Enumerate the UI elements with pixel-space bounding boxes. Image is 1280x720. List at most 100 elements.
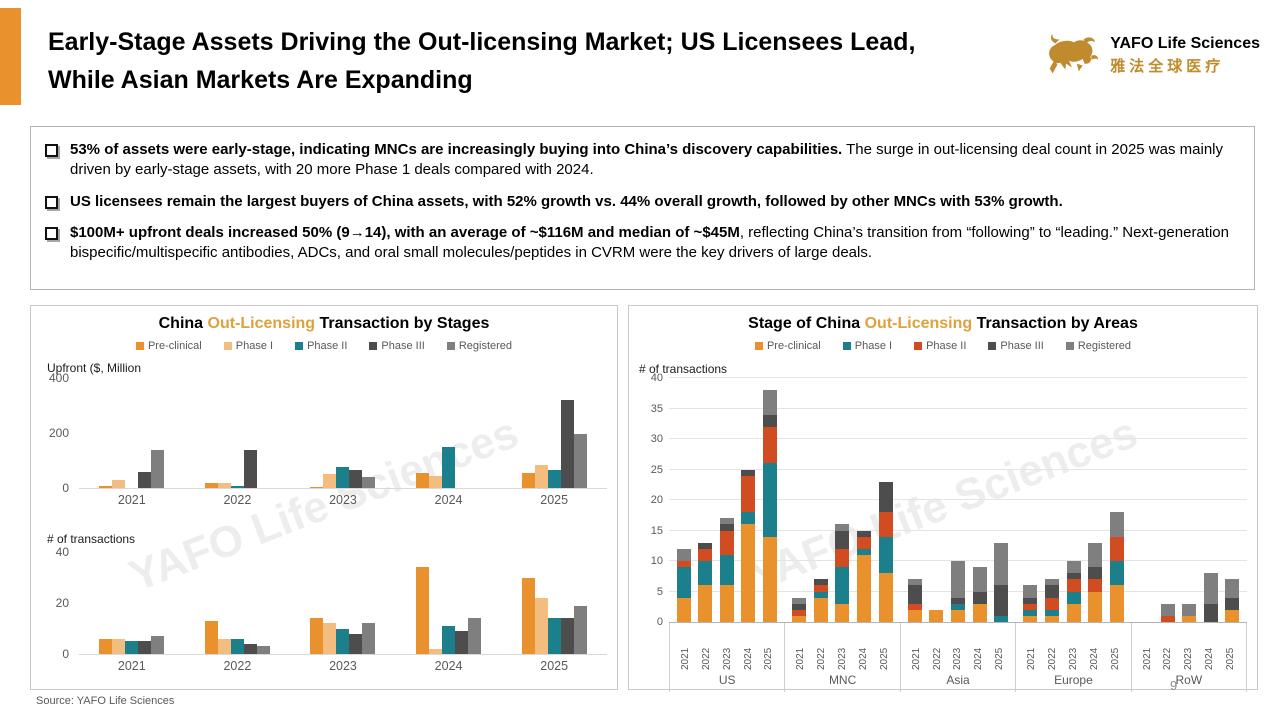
bars <box>416 567 482 654</box>
bar-segment-phase-iii <box>878 481 893 513</box>
bullet-bold-text: 53% of assets were early-stage, indicati… <box>70 141 843 158</box>
bar-group <box>79 552 185 654</box>
key-takeaways-box: 53% of assets were early-stage, indicati… <box>30 126 1255 290</box>
plot-area <box>669 377 1247 623</box>
bar-group-europe <box>1016 378 1132 622</box>
legend-swatch <box>1065 342 1074 350</box>
y-axis: 40 20 0 <box>45 545 75 673</box>
x-axis-group-label: RoW <box>1175 673 1203 687</box>
x-axis-year-label: 2022 <box>1047 647 1058 670</box>
bar-segment-pre-clinical <box>1023 615 1038 622</box>
bar-segment-registered <box>719 518 734 525</box>
y-axis-tick: 20 <box>55 596 69 610</box>
bar-phase-ii <box>547 618 561 654</box>
bar-phase-i <box>112 638 126 654</box>
title-suffix: Transaction by Areas <box>972 315 1138 332</box>
bar-segment-pre-clinical <box>907 609 922 622</box>
bar-phase-iii <box>560 400 574 488</box>
page-title-line1: Early-Stage Assets Driving the Out-licen… <box>48 28 916 56</box>
bar-segment-phase-ii <box>856 536 871 549</box>
bar-segment-phase-i <box>676 567 691 598</box>
legend-label: Phase I <box>854 340 893 352</box>
plot-area <box>79 378 607 489</box>
yearrow: 2021 2022 2023 2024 2025 <box>901 623 1015 670</box>
legend-item: Phase III <box>369 340 425 352</box>
bar-segment-registered <box>762 390 777 415</box>
lower-chart-y-axis-title: # of transactions <box>47 532 136 546</box>
bar-phase-ii <box>125 641 139 654</box>
stacked-bar <box>676 548 691 622</box>
stacked-bar <box>698 542 713 622</box>
bar-segment-pre-clinical <box>698 585 713 622</box>
bar-segment-phase-iii <box>1044 585 1059 598</box>
stacked-bar <box>994 542 1009 622</box>
yearrow: 2021 2022 2023 2024 2025 <box>670 623 784 670</box>
bar-segment-registered <box>1088 542 1103 568</box>
x-axis-label: 2021 <box>117 659 146 673</box>
bar-registered <box>573 605 587 654</box>
bar-phase-i <box>534 464 548 488</box>
logo-text-en: YAFO Life Sciences <box>1110 35 1260 52</box>
bars <box>310 618 376 654</box>
bar-segment-phase-i <box>1109 561 1124 586</box>
bullet-item-1: 53% of assets were early-stage, indicati… <box>45 140 1236 180</box>
gridline <box>669 560 1247 561</box>
bar-group <box>396 552 502 654</box>
bar-segment-phase-iii <box>698 542 713 549</box>
legend-swatch <box>135 342 144 350</box>
bar-pre-clinical <box>310 486 324 488</box>
y-axis-tick: 200 <box>48 426 69 440</box>
legend-item: Pre-clinical <box>754 340 821 352</box>
legend-label: Phase I <box>235 340 274 352</box>
stacked-bar <box>762 390 777 622</box>
x-axis-year-label: 2023 <box>1183 647 1195 670</box>
x-axis-group: 2021 2022 2023 2024 2025 MNC <box>785 623 901 692</box>
bar-phase-i <box>429 475 443 488</box>
legend-item: Registered <box>1065 340 1132 352</box>
bar-segment-registered <box>835 524 850 531</box>
bar-registered <box>151 636 165 654</box>
stacked-bar <box>856 530 871 622</box>
y-axis-tick: 40 <box>55 545 69 559</box>
title-highlight: Out-Licensing <box>207 315 316 332</box>
bar-phase-i <box>323 474 337 488</box>
x-axis-year-label: 2022 <box>700 647 712 670</box>
legend-label: Registered <box>1077 340 1132 352</box>
bar-segment-registered <box>1225 579 1240 598</box>
title-highlight: Out-Licensing <box>864 315 973 332</box>
bar-phase-ii <box>442 625 456 654</box>
right-chart-legend: Pre-clinical Phase I Phase II Phase III Regi… <box>629 340 1257 352</box>
bar-registered <box>256 646 270 654</box>
bar-segment-pre-clinical <box>835 603 850 622</box>
bar-segment-registered <box>1023 585 1038 598</box>
stacked-bar <box>972 567 987 622</box>
bar-segment-phase-i <box>762 463 777 537</box>
bar-segment-pre-clinical <box>1109 585 1124 622</box>
bar-segment-registered <box>676 548 691 562</box>
legend-label: Phase II <box>307 340 348 352</box>
legend-label: Phase III <box>1000 340 1044 352</box>
bar-pre-clinical <box>99 485 113 488</box>
stacked-bar <box>1203 573 1218 622</box>
bar-segment-phase-iii <box>994 585 1009 616</box>
left-chart-legend: Pre-clinical Phase I Phase II Phase III Regi… <box>31 340 617 352</box>
bar-phase-ii <box>230 485 244 488</box>
x-axis-year-label: 2021 <box>1026 647 1038 670</box>
stacked-bar <box>1225 579 1240 622</box>
x-axis-label: 2025 <box>540 659 569 673</box>
y-axis-tick: 0 <box>656 616 663 628</box>
stacked-bar <box>1182 603 1197 622</box>
plot-area <box>79 552 607 655</box>
source-note: Source: YAFO Life Sciences <box>36 695 175 707</box>
bar-phase-iii <box>243 449 257 488</box>
x-axis: 2021 2022 2023 2024 2025 <box>79 655 607 673</box>
bars <box>99 449 165 488</box>
y-axis-tick: 5 <box>656 585 663 598</box>
bar-registered <box>362 623 376 654</box>
x-axis-year-label: 2021 <box>679 647 691 670</box>
page-title-line2: While Asian Markets Are Expanding <box>48 65 473 94</box>
yearrow: 2021 2022 2023 2024 2025 <box>1016 623 1130 670</box>
bar-pre-clinical <box>204 620 218 654</box>
bar-segment-pre-clinical <box>719 585 734 622</box>
bar-segment-phase-i <box>698 561 713 586</box>
